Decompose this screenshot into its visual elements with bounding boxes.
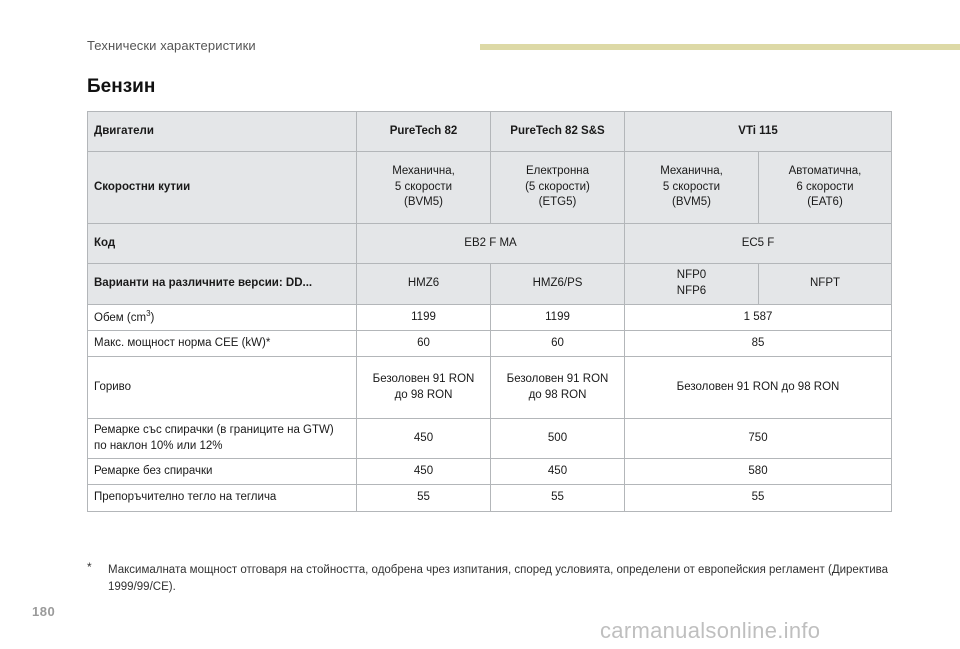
variants-value-4: NFPT <box>758 263 892 305</box>
nose-weight-value-2: 55 <box>490 484 625 512</box>
variants-value-3a: NFP0 <box>676 269 707 282</box>
gearbox-1-line-2: 5 скорости <box>394 180 453 193</box>
trailer-unbraked-value-3: 580 <box>624 458 892 485</box>
page-title: Бензин <box>87 76 156 97</box>
trailer-braked-value-3: 750 <box>624 418 892 459</box>
variants-label: Варианти на различните версии: DD... <box>87 263 357 305</box>
watermark: carmanualsonline.info <box>600 618 821 643</box>
section-header: Технически характеристики <box>87 38 256 53</box>
volume-label-text: Обем (cm <box>94 311 147 324</box>
nose-weight-label: Препоръчително тегло на теглича <box>87 484 357 512</box>
trailer-unbraked-value-2: 450 <box>490 458 625 485</box>
variants-value-1: HMZ6 <box>356 263 491 305</box>
table-row-power: Макс. мощност норма CEE (kW)* 60 60 85 <box>87 330 892 357</box>
fuel-value-2a: Безоловен 91 RON <box>506 372 609 385</box>
header-engines: Двигатели <box>87 111 357 152</box>
gearbox-cell-4: Автоматична, 6 скорости (EAT6) <box>758 151 892 224</box>
gearbox-1-line-1: Механична, <box>392 165 455 178</box>
table-row-variants: Варианти на различните версии: DD... HMZ… <box>87 263 892 305</box>
gearbox-2-line-1: Електронна <box>525 165 590 178</box>
header-engine-1: PureTech 82 <box>356 111 491 152</box>
gearbox-cell-1: Механична, 5 скорости (BVM5) <box>356 151 491 224</box>
fuel-value-3: Безоловен 91 RON до 98 RON <box>624 356 892 419</box>
header-engine-2: PureTech 82 S&S <box>490 111 625 152</box>
table-row-nose-weight: Препоръчително тегло на теглича 55 55 55 <box>87 484 892 512</box>
volume-value-3: 1 587 <box>624 304 892 331</box>
volume-label-sup: 3 <box>146 308 151 318</box>
specs-table: Двигатели PureTech 82 PureTech 82 S&S VT… <box>87 111 892 512</box>
volume-label: Обем (cm3) <box>87 304 357 331</box>
volume-value-1: 1199 <box>356 304 491 331</box>
gearbox-3-line-3: (BVM5) <box>672 196 711 209</box>
variants-value-3: NFP0 NFP6 <box>624 263 759 305</box>
fuel-label: Гориво <box>87 356 357 419</box>
trailer-braked-value-1: 450 <box>356 418 491 459</box>
page-number: 180 <box>32 604 56 619</box>
gearbox-cell-2: Електронна (5 скорости) (ETG5) <box>490 151 625 224</box>
gearbox-4-line-1: Автоматична, <box>788 165 862 178</box>
header-accent-bar <box>480 44 960 50</box>
trailer-braked-label: Ремарке със спирачки (в границите на GTW… <box>87 418 357 459</box>
trailer-braked-label-1: Ремарке със спирачки (в границите на GTW… <box>94 423 334 436</box>
gearbox-3-line-1: Механична, <box>660 165 723 178</box>
footnote-text: Максималната мощност отговаря на стойнос… <box>108 564 889 593</box>
footnote-marker: * <box>87 560 92 574</box>
gearbox-label: Скоростни кутии <box>87 151 357 224</box>
gearbox-1-line-3: (BVM5) <box>404 196 443 209</box>
code-label: Код <box>87 223 357 264</box>
table-row-gearbox: Скоростни кутии Механична, 5 скорости (B… <box>87 151 892 224</box>
table-row-volume: Обем (cm3) 1199 1199 1 587 <box>87 304 892 331</box>
fuel-value-2: Безоловен 91 RON до 98 RON <box>490 356 625 419</box>
power-value-2: 60 <box>490 330 625 357</box>
power-value-1: 60 <box>356 330 491 357</box>
code-value-2: EC5 F <box>624 223 892 264</box>
nose-weight-value-1: 55 <box>356 484 491 512</box>
table-row-trailer-braked: Ремарке със спирачки (в границите на GTW… <box>87 418 892 459</box>
volume-value-2: 1199 <box>490 304 625 331</box>
power-label: Макс. мощност норма CEE (kW)* <box>87 330 357 357</box>
header-engine-3: VTi 115 <box>624 111 892 152</box>
trailer-braked-value-2: 500 <box>490 418 625 459</box>
nose-weight-value-3: 55 <box>624 484 892 512</box>
table-row-engines: Двигатели PureTech 82 PureTech 82 S&S VT… <box>87 111 892 152</box>
power-value-3: 85 <box>624 330 892 357</box>
gearbox-cell-3: Механична, 5 скорости (BVM5) <box>624 151 759 224</box>
table-row-fuel: Гориво Безоловен 91 RON до 98 RON Безоло… <box>87 356 892 419</box>
fuel-value-1b: до 98 RON <box>394 388 453 401</box>
gearbox-4-line-2: 6 скорости <box>796 180 854 193</box>
gearbox-4-line-3: (EAT6) <box>807 196 843 209</box>
trailer-unbraked-label: Ремарке без спирачки <box>87 458 357 485</box>
gearbox-2-line-3: (ETG5) <box>538 196 577 209</box>
variants-value-2: HMZ6/PS <box>490 263 625 305</box>
gearbox-3-line-2: 5 скорости <box>662 180 721 193</box>
gearbox-2-line-2: (5 скорости) <box>525 180 590 193</box>
trailer-unbraked-value-1: 450 <box>356 458 491 485</box>
variants-value-3b: NFP6 <box>676 285 707 297</box>
code-value-1: EB2 F MA <box>356 223 625 264</box>
fuel-value-2b: до 98 RON <box>528 388 587 401</box>
fuel-value-1a: Безоловен 91 RON <box>372 372 475 385</box>
table-row-code: Код EB2 F MA EC5 F <box>87 223 892 264</box>
table-row-trailer-unbraked: Ремарке без спирачки 450 450 580 <box>87 458 892 485</box>
volume-label-end: ) <box>150 311 155 324</box>
trailer-braked-label-2: по наклон 10% или 12% <box>94 439 223 452</box>
fuel-value-1: Безоловен 91 RON до 98 RON <box>356 356 491 419</box>
